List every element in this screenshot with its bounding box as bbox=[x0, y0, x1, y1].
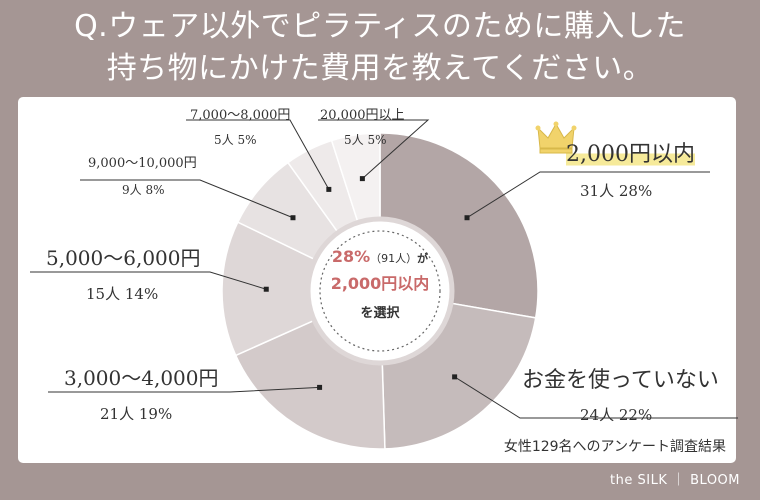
leader-line-6 bbox=[318, 119, 430, 179]
leader-dot-1 bbox=[452, 374, 458, 380]
slice-label-3: 5,000〜6,000円 15人 14% bbox=[46, 242, 201, 304]
center-dashed-ring bbox=[319, 230, 441, 352]
center-circle bbox=[305, 216, 455, 366]
slice-name: 9,000〜10,000円 bbox=[88, 156, 197, 171]
slice-label-0: 2,000円以内 31人 28% bbox=[566, 136, 695, 201]
slice-value: 5人 5% bbox=[344, 133, 387, 147]
leader-dot-6 bbox=[359, 176, 365, 182]
leader-dot-3 bbox=[263, 286, 269, 292]
survey-note: 女性129名へのアンケート調査結果 bbox=[503, 439, 726, 455]
leader-lines bbox=[30, 119, 738, 419]
slice-label-6: 20,000円以上 5人 5% bbox=[320, 104, 405, 148]
leader-line-4 bbox=[80, 179, 294, 219]
center-percent: 28% bbox=[331, 247, 371, 266]
slice-label-5: 7,000〜8,000円 5人 5% bbox=[190, 104, 290, 148]
pie-slice-3 bbox=[221, 221, 382, 357]
slice-value: 9人 8% bbox=[122, 183, 165, 197]
slice-label-1: お金を使っていない 24人 22% bbox=[522, 362, 719, 425]
leader-line-3 bbox=[30, 271, 267, 290]
slice-value: 24人 22% bbox=[580, 406, 653, 424]
brand-logo: the SILK ｜ BLOOM bbox=[610, 473, 740, 488]
center-particle: が bbox=[417, 252, 429, 265]
slice-label-4: 9,000〜10,000円 9人 8% bbox=[88, 152, 197, 198]
slice-name: お金を使っていない bbox=[522, 368, 719, 393]
slice-label-2: 3,000〜4,000円 21人 19% bbox=[64, 362, 219, 424]
leader-line-5 bbox=[186, 119, 330, 190]
center-count: （91人） bbox=[370, 252, 418, 265]
center-action: を選択 bbox=[360, 306, 400, 321]
leader-dot-0 bbox=[464, 215, 470, 221]
center-summary: 28%（91人）が 2,000円以内 を選択 bbox=[318, 247, 442, 321]
leader-line-1 bbox=[454, 376, 738, 419]
chart-title-line1: Q.ウェア以外でピラティスのために購入した bbox=[74, 9, 686, 44]
center-category: 2,000円以内 bbox=[330, 274, 430, 293]
slice-value: 31人 28% bbox=[580, 182, 653, 200]
slice-name: 2,000円以内 bbox=[566, 136, 695, 168]
chart-title-line2: 持ち物にかけた費用を教えてください。 bbox=[106, 51, 654, 86]
slice-name: 5,000〜6,000円 bbox=[46, 246, 201, 270]
leader-line-0 bbox=[466, 171, 710, 219]
slice-value: 5人 5% bbox=[214, 133, 257, 147]
crown-icon bbox=[535, 121, 577, 154]
leader-dot-4 bbox=[290, 215, 296, 221]
leader-line-2 bbox=[48, 386, 320, 393]
slice-name: 7,000〜8,000円 bbox=[190, 108, 291, 123]
slice-name: 20,000円以上 bbox=[320, 108, 405, 123]
slice-value: 21人 19% bbox=[100, 405, 173, 423]
leader-dot-5 bbox=[326, 186, 332, 192]
slice-name: 3,000〜4,000円 bbox=[64, 366, 219, 390]
slice-value: 15人 14% bbox=[86, 285, 159, 303]
leader-dot-2 bbox=[317, 384, 323, 390]
